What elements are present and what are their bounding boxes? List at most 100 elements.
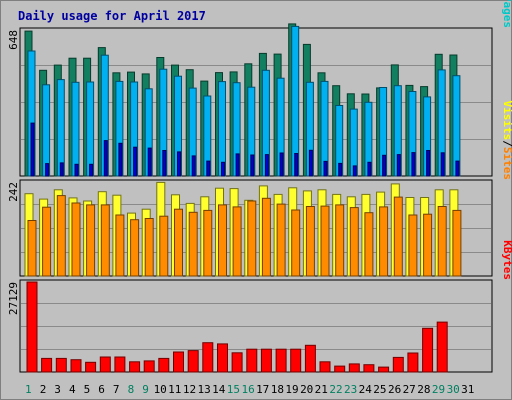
hits-bar-pages-day-13	[206, 160, 211, 177]
x-tick-label: 17	[256, 383, 269, 396]
hits-bar-files-day-2	[42, 84, 51, 177]
x-axis: 1 2 3 4 5 6 7 8 9 10 11 12 13 14 15 16 17 18 19 20 21 22 23 24 2…	[25, 383, 474, 396]
panel-kbytes-legend: KBytes	[501, 240, 512, 280]
hits-bar-pages-day-21	[323, 160, 328, 177]
x-tick-label: 29	[432, 383, 445, 396]
legend-separator: /	[501, 140, 512, 147]
x-tick-label: 22	[329, 383, 342, 396]
x-tick-label: 7	[113, 383, 120, 396]
kbytes-bar-kbytes-day-6	[99, 356, 111, 373]
kbytes-bar-kbytes-day-7	[114, 356, 126, 373]
kbytes-bar-kbytes-day-21	[319, 361, 331, 373]
visits-bar-sites-day-1	[27, 220, 37, 277]
x-tick-label: 18	[271, 383, 284, 396]
hits-bar-pages-day-7	[118, 142, 123, 177]
panel-kbytes-max-label: 27129	[7, 282, 20, 315]
kbytes-bar-kbytes-day-11	[173, 351, 184, 373]
kbytes-bar-kbytes-day-13	[202, 342, 214, 373]
chart-panels: 648 Hits/Files/Pages 242 Visits/Sites 27129 K…	[7, 0, 512, 373]
kbytes-bar-kbytes-day-9	[143, 360, 155, 373]
hits-bar-pages-day-19	[294, 153, 299, 177]
visits-bar-sites-day-7	[115, 214, 125, 277]
legend-kbytes: KBytes	[501, 240, 512, 280]
hits-bar-pages-day-14	[221, 161, 225, 177]
legend-visits: Visits	[501, 101, 512, 141]
hits-bar-pages-day-26	[396, 154, 401, 177]
hits-bar-files-day-5	[86, 81, 95, 177]
visits-bar-sites-day-15	[232, 206, 242, 277]
x-tick-label: 13	[197, 383, 210, 396]
x-tick-label: 6	[98, 383, 105, 396]
kbytes-bar-kbytes-day-27	[407, 352, 419, 373]
kbytes-bar-kbytes-day-10	[158, 357, 170, 373]
x-tick-label: 21	[315, 383, 328, 396]
x-tick-label: 20	[300, 383, 313, 396]
visits-bar-sites-day-20	[305, 206, 315, 277]
kbytes-bar-kbytes-day-20	[304, 344, 316, 373]
visits-bar-sites-day-12	[188, 211, 198, 277]
kbytes-bar-kbytes-day-4	[70, 359, 82, 373]
panel-kbytes: 27129 KBytes	[7, 240, 512, 373]
visits-bar-sites-day-6	[100, 204, 110, 277]
visits-bar-sites-day-13	[203, 209, 213, 277]
kbytes-bar-kbytes-day-29	[436, 321, 448, 373]
x-tick-label: 5	[84, 383, 91, 396]
visits-bar-sites-day-5	[86, 204, 96, 277]
visits-bar-sites-day-3	[56, 195, 66, 277]
panel-hits-legend: Hits/Files/Pages	[501, 0, 512, 28]
visits-bar-sites-day-28	[423, 213, 433, 277]
x-tick-label: 12	[183, 383, 196, 396]
visits-bar-sites-day-27	[408, 214, 418, 277]
hits-bar-pages-day-18	[279, 152, 284, 177]
visits-bar-sites-day-9	[144, 218, 154, 277]
x-tick-label: 2	[40, 383, 47, 396]
hits-bar-pages-day-11	[177, 151, 181, 177]
visits-bar-sites-day-26	[393, 196, 403, 277]
kbytes-bar-kbytes-day-12	[187, 350, 199, 373]
visits-bar-sites-day-30	[452, 209, 462, 277]
kbytes-bar-kbytes-day-24	[363, 364, 375, 373]
kbytes-bar-kbytes-day-25	[378, 366, 390, 373]
x-tick-label: 9	[142, 383, 149, 396]
hits-bar-pages-day-30	[455, 160, 460, 177]
x-tick-label: 1	[25, 383, 32, 396]
kbytes-bar-kbytes-day-5	[85, 361, 97, 373]
x-tick-label: 3	[54, 383, 61, 396]
panel-hits-max-label: 648	[7, 30, 20, 50]
hits-bar-pages-day-10	[162, 150, 167, 177]
hits-bar-files-day-4	[71, 81, 80, 177]
panel-visits: 242 Visits/Sites	[7, 101, 512, 277]
x-tick-label: 4	[69, 383, 76, 396]
kbytes-bar-kbytes-day-14	[217, 343, 228, 373]
x-tick-label: 27	[403, 383, 416, 396]
hits-bar-pages-day-22	[338, 162, 343, 177]
visits-bar-sites-day-10	[159, 215, 169, 277]
x-tick-label: 25	[373, 383, 386, 396]
hits-bar-pages-day-1	[30, 122, 35, 177]
kbytes-bar-kbytes-day-22	[334, 365, 346, 373]
visits-bar-sites-day-23	[349, 207, 359, 277]
hits-bar-pages-day-20	[308, 149, 313, 177]
hits-bar-pages-day-23	[352, 165, 357, 177]
visits-bar-sites-day-21	[320, 205, 330, 277]
hits-bar-pages-day-15	[235, 153, 240, 177]
hits-bar-pages-day-27	[411, 152, 416, 177]
kbytes-bar-kbytes-day-18	[275, 348, 287, 373]
x-tick-label: 24	[359, 383, 373, 396]
visits-bar-sites-day-14	[218, 204, 227, 277]
chart-title: Daily usage for April 2017	[18, 9, 206, 23]
x-tick-label: 28	[417, 383, 430, 396]
hits-bar-files-day-3	[56, 79, 65, 177]
visits-bar-sites-day-18	[276, 203, 286, 277]
x-tick-label: 31	[461, 383, 474, 396]
kbytes-bar-kbytes-day-16	[246, 348, 258, 373]
x-tick-label: 19	[285, 383, 298, 396]
x-tick-label: 8	[128, 383, 135, 396]
visits-bar-sites-day-25	[379, 206, 389, 277]
visits-bar-sites-day-4	[71, 202, 81, 277]
x-tick-label: 23	[344, 383, 357, 396]
hits-bar-pages-day-3	[59, 162, 64, 177]
hits-bar-pages-day-5	[89, 163, 94, 177]
legend-sites: Sites	[501, 147, 512, 180]
hits-bar-pages-day-16	[250, 154, 255, 177]
